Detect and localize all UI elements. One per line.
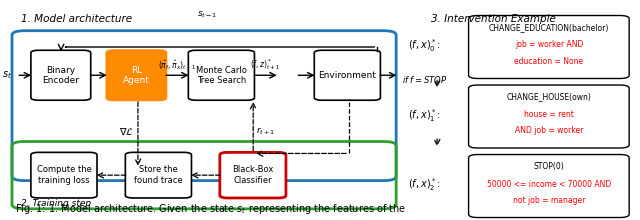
Text: 50000 <= income < 70000 AND: 50000 <= income < 70000 AND (487, 180, 611, 189)
Text: $s_{t-1}$: $s_{t-1}$ (197, 9, 218, 20)
FancyBboxPatch shape (125, 152, 191, 198)
FancyBboxPatch shape (468, 154, 629, 218)
Text: 1. Model architecture: 1. Model architecture (22, 14, 132, 24)
Text: house = rent: house = rent (524, 110, 574, 119)
Text: CHANGE_EDUCATION(bachelor): CHANGE_EDUCATION(bachelor) (489, 23, 609, 32)
FancyBboxPatch shape (314, 50, 380, 100)
FancyBboxPatch shape (188, 50, 255, 100)
Text: $(\hat{\pi}_f, \hat{\pi}_x)_{t+1}$: $(\hat{\pi}_f, \hat{\pi}_x)_{t+1}$ (159, 58, 197, 72)
Text: not job = manager: not job = manager (513, 196, 585, 205)
Text: Black-Box
Classifier: Black-Box Classifier (232, 165, 273, 185)
Text: $(f,z)^*_{t+1}$: $(f,z)^*_{t+1}$ (250, 57, 280, 72)
Text: $(f,x)^*_0$:: $(f,x)^*_0$: (408, 38, 440, 54)
Text: Environment: Environment (319, 71, 376, 80)
Text: Binary
Encoder: Binary Encoder (42, 66, 79, 85)
FancyBboxPatch shape (468, 15, 629, 79)
Text: $\nabla \mathcal{L}$: $\nabla \mathcal{L}$ (118, 126, 134, 137)
Text: 2. Training step: 2. Training step (22, 199, 92, 208)
Text: job = worker AND: job = worker AND (515, 40, 583, 50)
Text: Compute the
training loss: Compute the training loss (36, 165, 92, 185)
Text: Store the
found trace: Store the found trace (134, 165, 183, 185)
Text: $r_{t+1}$: $r_{t+1}$ (257, 126, 276, 138)
FancyBboxPatch shape (468, 85, 629, 148)
Text: $(f,x)^*_2$:: $(f,x)^*_2$: (408, 176, 440, 193)
FancyBboxPatch shape (106, 50, 166, 100)
Text: education = None: education = None (515, 57, 584, 66)
FancyBboxPatch shape (31, 152, 97, 198)
Text: 3. Intervention Example: 3. Intervention Example (431, 14, 556, 24)
Text: CHANGE_HOUSE(own): CHANGE_HOUSE(own) (506, 93, 591, 102)
Text: Fig. 1: 1. Model architecture. Given the state $s_t$ representing the features o: Fig. 1: 1. Model architecture. Given the… (15, 202, 406, 216)
Text: $s_t$: $s_t$ (2, 69, 12, 81)
Text: AND job = worker: AND job = worker (515, 126, 583, 135)
Text: STOP(0): STOP(0) (534, 162, 564, 171)
FancyBboxPatch shape (31, 50, 91, 100)
Text: Monte Carlo
Tree Search: Monte Carlo Tree Search (196, 66, 247, 85)
Text: if $f=STOP$: if $f=STOP$ (403, 74, 447, 85)
FancyBboxPatch shape (220, 152, 286, 198)
Text: RL
Agent: RL Agent (123, 66, 150, 85)
Text: $(f,x)^*_1$:: $(f,x)^*_1$: (408, 107, 440, 124)
